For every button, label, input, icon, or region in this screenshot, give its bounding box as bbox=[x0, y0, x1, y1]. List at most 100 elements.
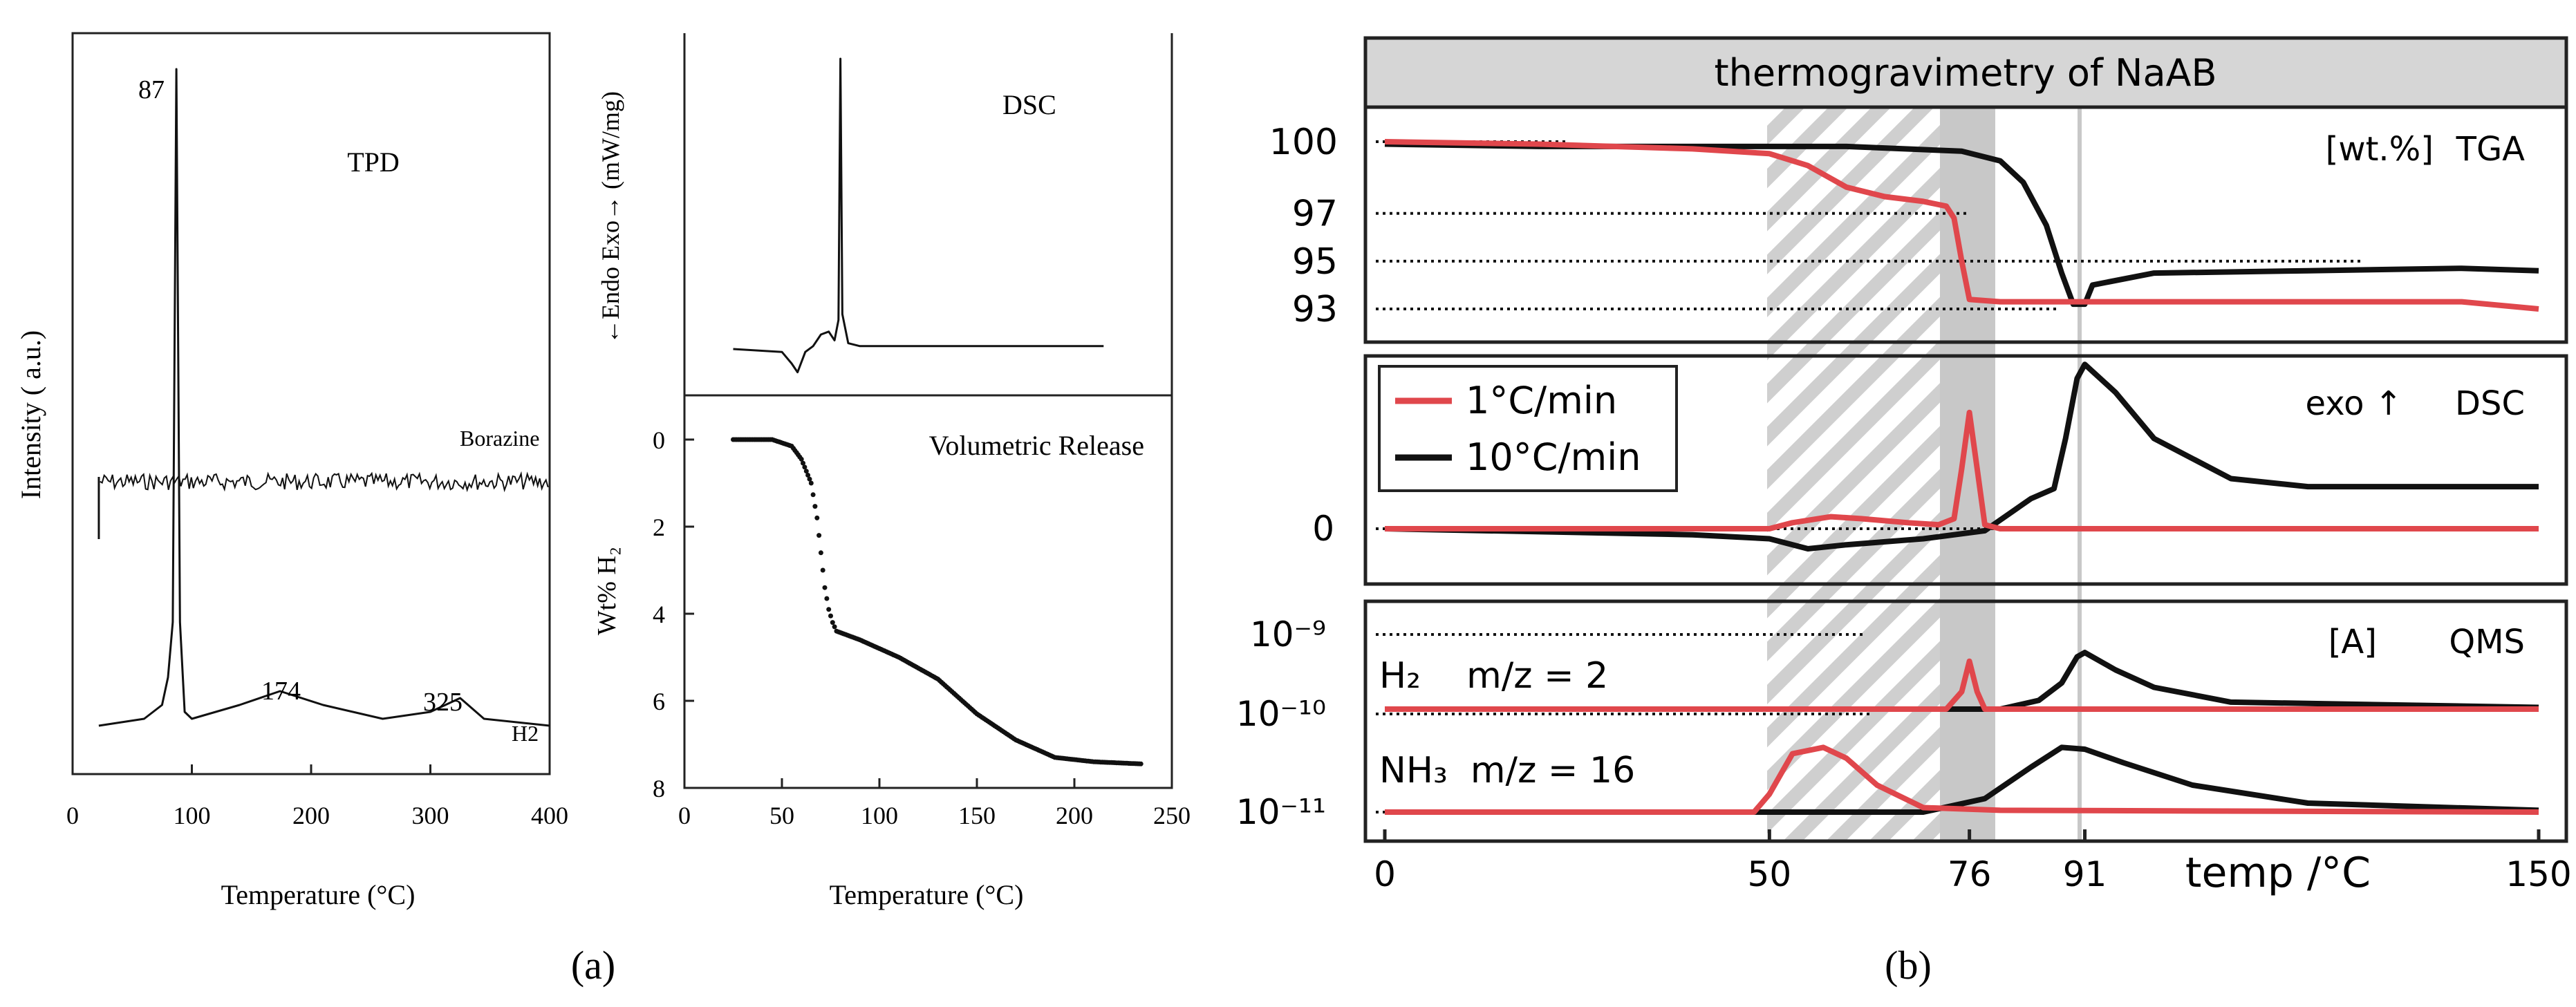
vol-ytick-label: 2 bbox=[653, 514, 665, 541]
vol-point bbox=[805, 473, 811, 478]
b-xlabel: temp /°C bbox=[2185, 849, 2371, 897]
vol-point bbox=[801, 460, 805, 466]
tpd-xticks-group: 0 100 200 300 400 bbox=[66, 764, 568, 829]
hatched-region bbox=[1767, 107, 1940, 841]
qms-h2-series-10cmin bbox=[1385, 650, 2539, 712]
vol-point bbox=[830, 620, 835, 625]
vol-ytick-label: 0 bbox=[653, 426, 665, 454]
vol-point bbox=[810, 492, 816, 498]
vol-xtick-label: 150 bbox=[958, 802, 996, 829]
b-xtick-label: 0 bbox=[1374, 854, 1396, 894]
dsc-b-frame bbox=[1363, 354, 2568, 586]
dsc-b-series-1cmin bbox=[1385, 409, 2539, 531]
dsc-a-series bbox=[733, 57, 1104, 374]
b-xtick-label: 76 bbox=[1948, 854, 1992, 894]
vol-point bbox=[802, 464, 808, 470]
b-xticks-group: 0 50 76 91 150 bbox=[1374, 829, 2572, 894]
vol-point bbox=[826, 607, 832, 612]
vol-xtick-label: 0 bbox=[678, 802, 691, 829]
tpd-series-group bbox=[97, 68, 550, 727]
qms-h2-label: H₂ m/z = 2 bbox=[1379, 655, 1608, 697]
tga-yticks-group: 100 97 95 93 bbox=[1269, 122, 1338, 330]
qms-ytick-1e-11: 10⁻¹¹ bbox=[1236, 792, 1326, 832]
vol-point bbox=[799, 456, 804, 462]
legend: 1°C/min 10°C/min bbox=[1378, 365, 1678, 492]
vol-xticks-group: 0 50 100 150 200 250 bbox=[678, 778, 1191, 829]
tpd-peak-label-174: 174 bbox=[261, 677, 301, 706]
vol-point bbox=[820, 567, 825, 573]
vol-xtick-label: 250 bbox=[1153, 802, 1191, 829]
vol-xlabel: Temperature (°C) bbox=[830, 879, 1024, 910]
vol-point bbox=[818, 550, 823, 556]
tpd-xlabel: Temperature (°C) bbox=[221, 879, 416, 910]
vol-point bbox=[812, 504, 818, 509]
panel-b: thermogravimetry of NaAB 100 97 95 93 [wt.%… bbox=[1236, 36, 2572, 897]
panel-label-a: (a) bbox=[571, 943, 615, 988]
vol-point bbox=[822, 585, 828, 590]
qms-nh3-series-1cmin bbox=[1385, 744, 2539, 815]
vol-yticks-group: 0 2 4 6 8 bbox=[653, 426, 694, 802]
vol-ytick-label: 8 bbox=[653, 775, 665, 802]
tpd-chart: 0 100 200 300 400 TPD 87 174 325 Borazine H2… bbox=[15, 32, 568, 910]
qms-nh3-series-10cmin bbox=[1385, 744, 2539, 815]
qms-panel-label: QMS bbox=[2449, 623, 2525, 661]
tpd-xtick-label: 300 bbox=[412, 802, 449, 829]
qms-unit-label: [A] bbox=[2328, 623, 2377, 661]
vol-point bbox=[807, 476, 812, 482]
tga-ytick-label: 97 bbox=[1292, 194, 1338, 235]
gray-region bbox=[1940, 107, 1995, 841]
tga-ytick-label: 95 bbox=[1292, 241, 1338, 283]
dsc-b-panel-label: DSC bbox=[2455, 384, 2525, 423]
vol-point bbox=[803, 469, 809, 474]
tga-reference-lines bbox=[1376, 140, 2364, 310]
dsc-a-series-group bbox=[733, 57, 1104, 374]
dsc-a-title: DSC bbox=[1002, 89, 1056, 120]
legend-box bbox=[1378, 365, 1678, 492]
tpd-xtick-label: 100 bbox=[174, 802, 211, 829]
dsc-a-frame bbox=[683, 33, 1173, 789]
tpd-xtick-label: 400 bbox=[531, 802, 568, 829]
qms-ytick-1e-10: 10⁻¹⁰ bbox=[1236, 694, 1326, 734]
tpd-h2-label: H2 bbox=[512, 721, 539, 746]
vol-point bbox=[808, 480, 814, 486]
legend-label-1cmin: 1°C/min bbox=[1466, 379, 1617, 422]
b-xtick-label: 150 bbox=[2505, 854, 2571, 894]
vol-xtick-label: 50 bbox=[769, 802, 794, 829]
qms-ytick-1e-9: 10⁻⁹ bbox=[1250, 614, 1326, 655]
tg-header bbox=[1363, 36, 2568, 109]
tpd-borazine-label: Borazine bbox=[460, 426, 540, 451]
tga-frame bbox=[1363, 105, 2568, 344]
legend-label-10cmin: 10°C/min bbox=[1466, 435, 1641, 479]
vol-ylabel: Wt% H₂ bbox=[592, 547, 622, 635]
vol-xtick-label: 100 bbox=[861, 802, 898, 829]
tg-header-title: thermogravimetry of NaAB bbox=[1714, 51, 2216, 95]
dsc-b-exo-label: exo ↑ bbox=[2306, 384, 2402, 423]
tpd-peak-label-325: 325 bbox=[423, 688, 463, 717]
b-xtick-label: 91 bbox=[2063, 854, 2107, 894]
b-xtick-label: 50 bbox=[1748, 854, 1792, 894]
tga-panel-label: TGA bbox=[2456, 130, 2526, 169]
dsc-b-series-10cmin bbox=[1384, 361, 2539, 552]
vol-point bbox=[824, 596, 830, 601]
tga-ytick-label: 100 bbox=[1269, 122, 1338, 163]
tpd-xtick-label: 0 bbox=[66, 802, 79, 829]
panel-label-b: (b) bbox=[1885, 943, 1932, 988]
vol-ytick-label: 6 bbox=[653, 688, 665, 715]
vol-series-group bbox=[731, 437, 1144, 766]
dsc-b-ytick-0: 0 bbox=[1312, 509, 1334, 549]
vol-point bbox=[828, 613, 833, 619]
tpd-borazine-series bbox=[100, 471, 549, 493]
tga-series-10cmin bbox=[1384, 141, 2539, 308]
vol-title: Volumetric Release bbox=[929, 430, 1144, 461]
dsc-a-ylabel: ←Endo Exo→ (mW/mg) bbox=[597, 91, 624, 344]
tpd-title: TPD bbox=[347, 147, 400, 178]
vol-xtick-label: 200 bbox=[1056, 802, 1093, 829]
b-series-group bbox=[1384, 139, 2539, 815]
tga-unit-label: [wt.%] bbox=[2326, 130, 2434, 169]
vol-point bbox=[1138, 761, 1144, 766]
vol-point bbox=[832, 624, 837, 630]
dsc-a-chart: DSC ←Endo Exo→ (mW/mg) bbox=[597, 33, 1173, 789]
tpd-ylabel: Intensity ( a.u.) bbox=[15, 330, 46, 499]
tpd-h2-series bbox=[98, 68, 550, 727]
